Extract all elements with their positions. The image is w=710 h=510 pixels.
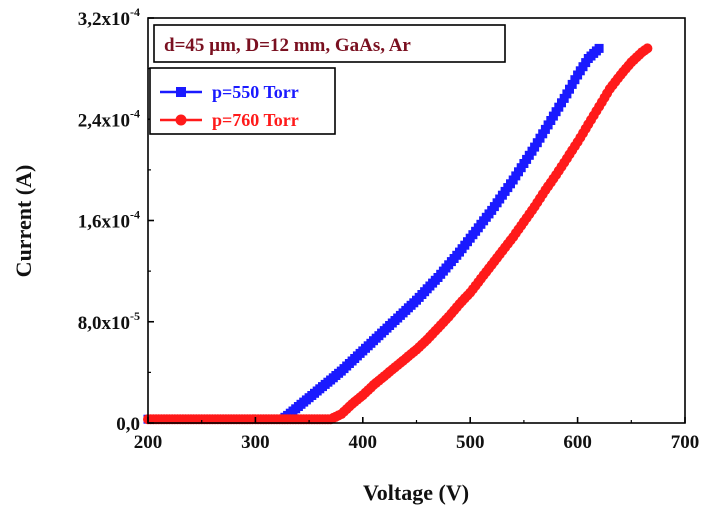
data-point <box>562 89 572 99</box>
x-tick-label: 600 <box>563 432 592 453</box>
y-axis-title: Current (A) <box>11 165 36 278</box>
info-box: d=45 µm, D=12 mm, GaAs, Ar <box>153 24 506 63</box>
legend-label-550: p=550 Torr <box>212 82 299 102</box>
data-point <box>594 43 604 53</box>
y-tick-mantissa: 1,6x10 <box>78 212 130 233</box>
data-point <box>642 43 653 54</box>
legend-square-marker <box>176 87 186 97</box>
y-tick-mantissa: 0,0 <box>116 414 140 435</box>
y-tick-label: 2,4x10-4 <box>78 106 140 131</box>
legend-item-760: p=760 Torr <box>160 110 299 130</box>
y-tick-mantissa: 2,4x10 <box>78 110 130 131</box>
y-tick-label: 0,0 <box>116 414 140 435</box>
y-tick-exponent: -4 <box>130 5 140 19</box>
y-tick-exponent: -4 <box>130 106 140 120</box>
y-tick-mantissa: 8,0x10 <box>78 313 130 334</box>
series-1 <box>143 43 653 425</box>
x-tick-label: 200 <box>134 432 163 453</box>
legend-item-550: p=550 Torr <box>160 82 299 102</box>
series-layer <box>143 43 653 425</box>
legend-label-760: p=760 Torr <box>212 110 299 130</box>
y-tick-exponent: -4 <box>130 208 140 222</box>
x-axis-title: Voltage (V) <box>363 480 469 505</box>
info-box-text: d=45 µm, D=12 mm, GaAs, Ar <box>164 35 411 56</box>
axis-ticks: 200 300 400 500 600 7000,08,0x10-51,6x10-42,4… <box>78 5 700 453</box>
x-tick-label: 500 <box>456 432 485 453</box>
x-tick-label: 400 <box>349 432 378 453</box>
legend: p=550 Torr p=760 Torr <box>149 67 336 135</box>
y-tick-label: 1,6x10-4 <box>78 208 140 233</box>
data-point <box>565 84 574 94</box>
y-tick-label: 8,0x10-5 <box>78 309 140 334</box>
data-point <box>567 79 577 89</box>
y-tick-exponent: -5 <box>130 309 140 323</box>
legend-circle-marker <box>175 114 187 126</box>
x-tick-label: 700 <box>671 432 700 453</box>
y-tick-label: 3,2x10-4 <box>78 5 140 30</box>
data-point <box>570 75 580 85</box>
x-tick-label: 300 <box>241 432 270 453</box>
y-tick-mantissa: 3,2x10 <box>78 9 130 30</box>
